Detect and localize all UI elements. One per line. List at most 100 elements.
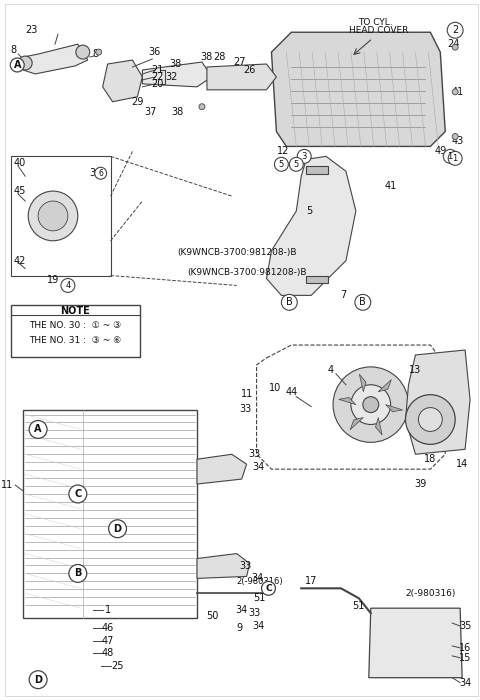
Polygon shape [23,44,88,74]
Text: 44: 44 [285,386,298,397]
Text: 48: 48 [101,648,114,658]
Text: 4: 4 [65,281,71,290]
Text: 40: 40 [13,158,25,168]
Text: 33: 33 [240,404,252,414]
Text: 32: 32 [165,72,177,82]
Text: (K9WNCB-3700:981208-)B: (K9WNCB-3700:981208-)B [187,268,306,277]
Text: 26: 26 [243,65,256,75]
Text: 33: 33 [240,561,252,571]
Text: C: C [265,584,272,593]
Text: 9: 9 [237,623,243,633]
Circle shape [28,191,78,241]
Text: 29: 29 [131,97,144,106]
Circle shape [275,158,288,172]
Text: 1: 1 [453,154,458,163]
Text: 41: 41 [384,181,397,191]
Text: 34: 34 [252,621,264,631]
Text: 16: 16 [459,643,471,653]
Circle shape [452,44,458,50]
Text: 5: 5 [279,160,284,169]
Circle shape [419,407,442,431]
Text: 17: 17 [305,576,317,587]
Text: 34: 34 [236,606,248,615]
Polygon shape [266,156,356,295]
Circle shape [69,564,87,582]
Text: 36: 36 [148,47,160,57]
Text: 43: 43 [452,136,464,146]
Text: A: A [13,60,21,70]
Text: 2: 2 [452,25,458,35]
Circle shape [76,45,90,59]
Text: 14: 14 [456,459,468,469]
Circle shape [262,582,276,595]
Text: HEAD COVER: HEAD COVER [349,26,408,35]
Text: 2(-980316): 2(-980316) [405,589,456,598]
Text: 38: 38 [171,106,183,117]
Text: 13: 13 [409,365,421,375]
Text: 2(-980316): 2(-980316) [237,577,283,586]
Text: 39: 39 [414,479,427,489]
Text: 41: 41 [452,87,464,97]
Polygon shape [385,405,403,412]
Polygon shape [360,374,366,392]
Text: 51: 51 [353,601,365,611]
Text: 21: 21 [151,65,164,75]
Polygon shape [197,454,247,484]
Circle shape [10,58,24,72]
Circle shape [452,89,458,95]
Circle shape [38,201,68,231]
Text: 10: 10 [269,383,282,393]
Polygon shape [375,417,382,435]
Text: 47: 47 [101,636,114,646]
Text: 42: 42 [13,256,25,265]
Bar [306,167,328,174]
Text: 27: 27 [233,57,246,67]
Text: 23: 23 [25,25,37,35]
Text: 35: 35 [459,621,471,631]
Text: 38: 38 [201,52,213,62]
Text: 18: 18 [424,454,436,464]
Polygon shape [378,379,391,392]
Text: 15: 15 [459,653,471,663]
Text: 8: 8 [10,45,16,55]
Polygon shape [339,398,356,405]
Text: 51: 51 [253,594,266,603]
Text: 19: 19 [47,276,59,286]
Circle shape [29,421,47,438]
Circle shape [61,279,75,293]
Text: 24: 24 [447,39,459,49]
Text: 33: 33 [249,608,261,618]
Text: B: B [74,568,82,578]
Text: 22: 22 [151,72,164,82]
Text: 1: 1 [105,606,111,615]
Polygon shape [350,417,363,430]
Circle shape [447,22,463,38]
Circle shape [95,167,107,179]
Text: 37: 37 [144,106,156,117]
Text: 3: 3 [90,168,96,178]
Circle shape [355,295,371,310]
Bar [306,276,328,284]
Circle shape [69,485,87,503]
Text: 28: 28 [214,52,226,62]
Text: 5: 5 [306,206,312,216]
Circle shape [452,134,458,139]
Text: 8: 8 [93,49,99,59]
Polygon shape [369,608,462,678]
Text: 6: 6 [291,158,298,168]
Text: 3: 3 [301,152,307,161]
Text: 4: 4 [328,365,334,375]
Text: 34: 34 [252,462,264,472]
Circle shape [443,149,457,163]
Text: 45: 45 [13,186,25,196]
Circle shape [448,151,462,165]
Text: (K9WNCB-3700:981208-)B: (K9WNCB-3700:981208-)B [177,248,297,257]
Circle shape [199,104,205,110]
Text: A: A [35,424,42,435]
Circle shape [406,395,455,444]
Text: C: C [74,489,82,499]
Text: 11: 11 [241,389,253,399]
Text: 20: 20 [151,79,164,89]
Text: THE NO. 31 :  ③ ~ ⑥: THE NO. 31 : ③ ~ ⑥ [29,335,121,344]
Text: 12: 12 [277,146,289,156]
